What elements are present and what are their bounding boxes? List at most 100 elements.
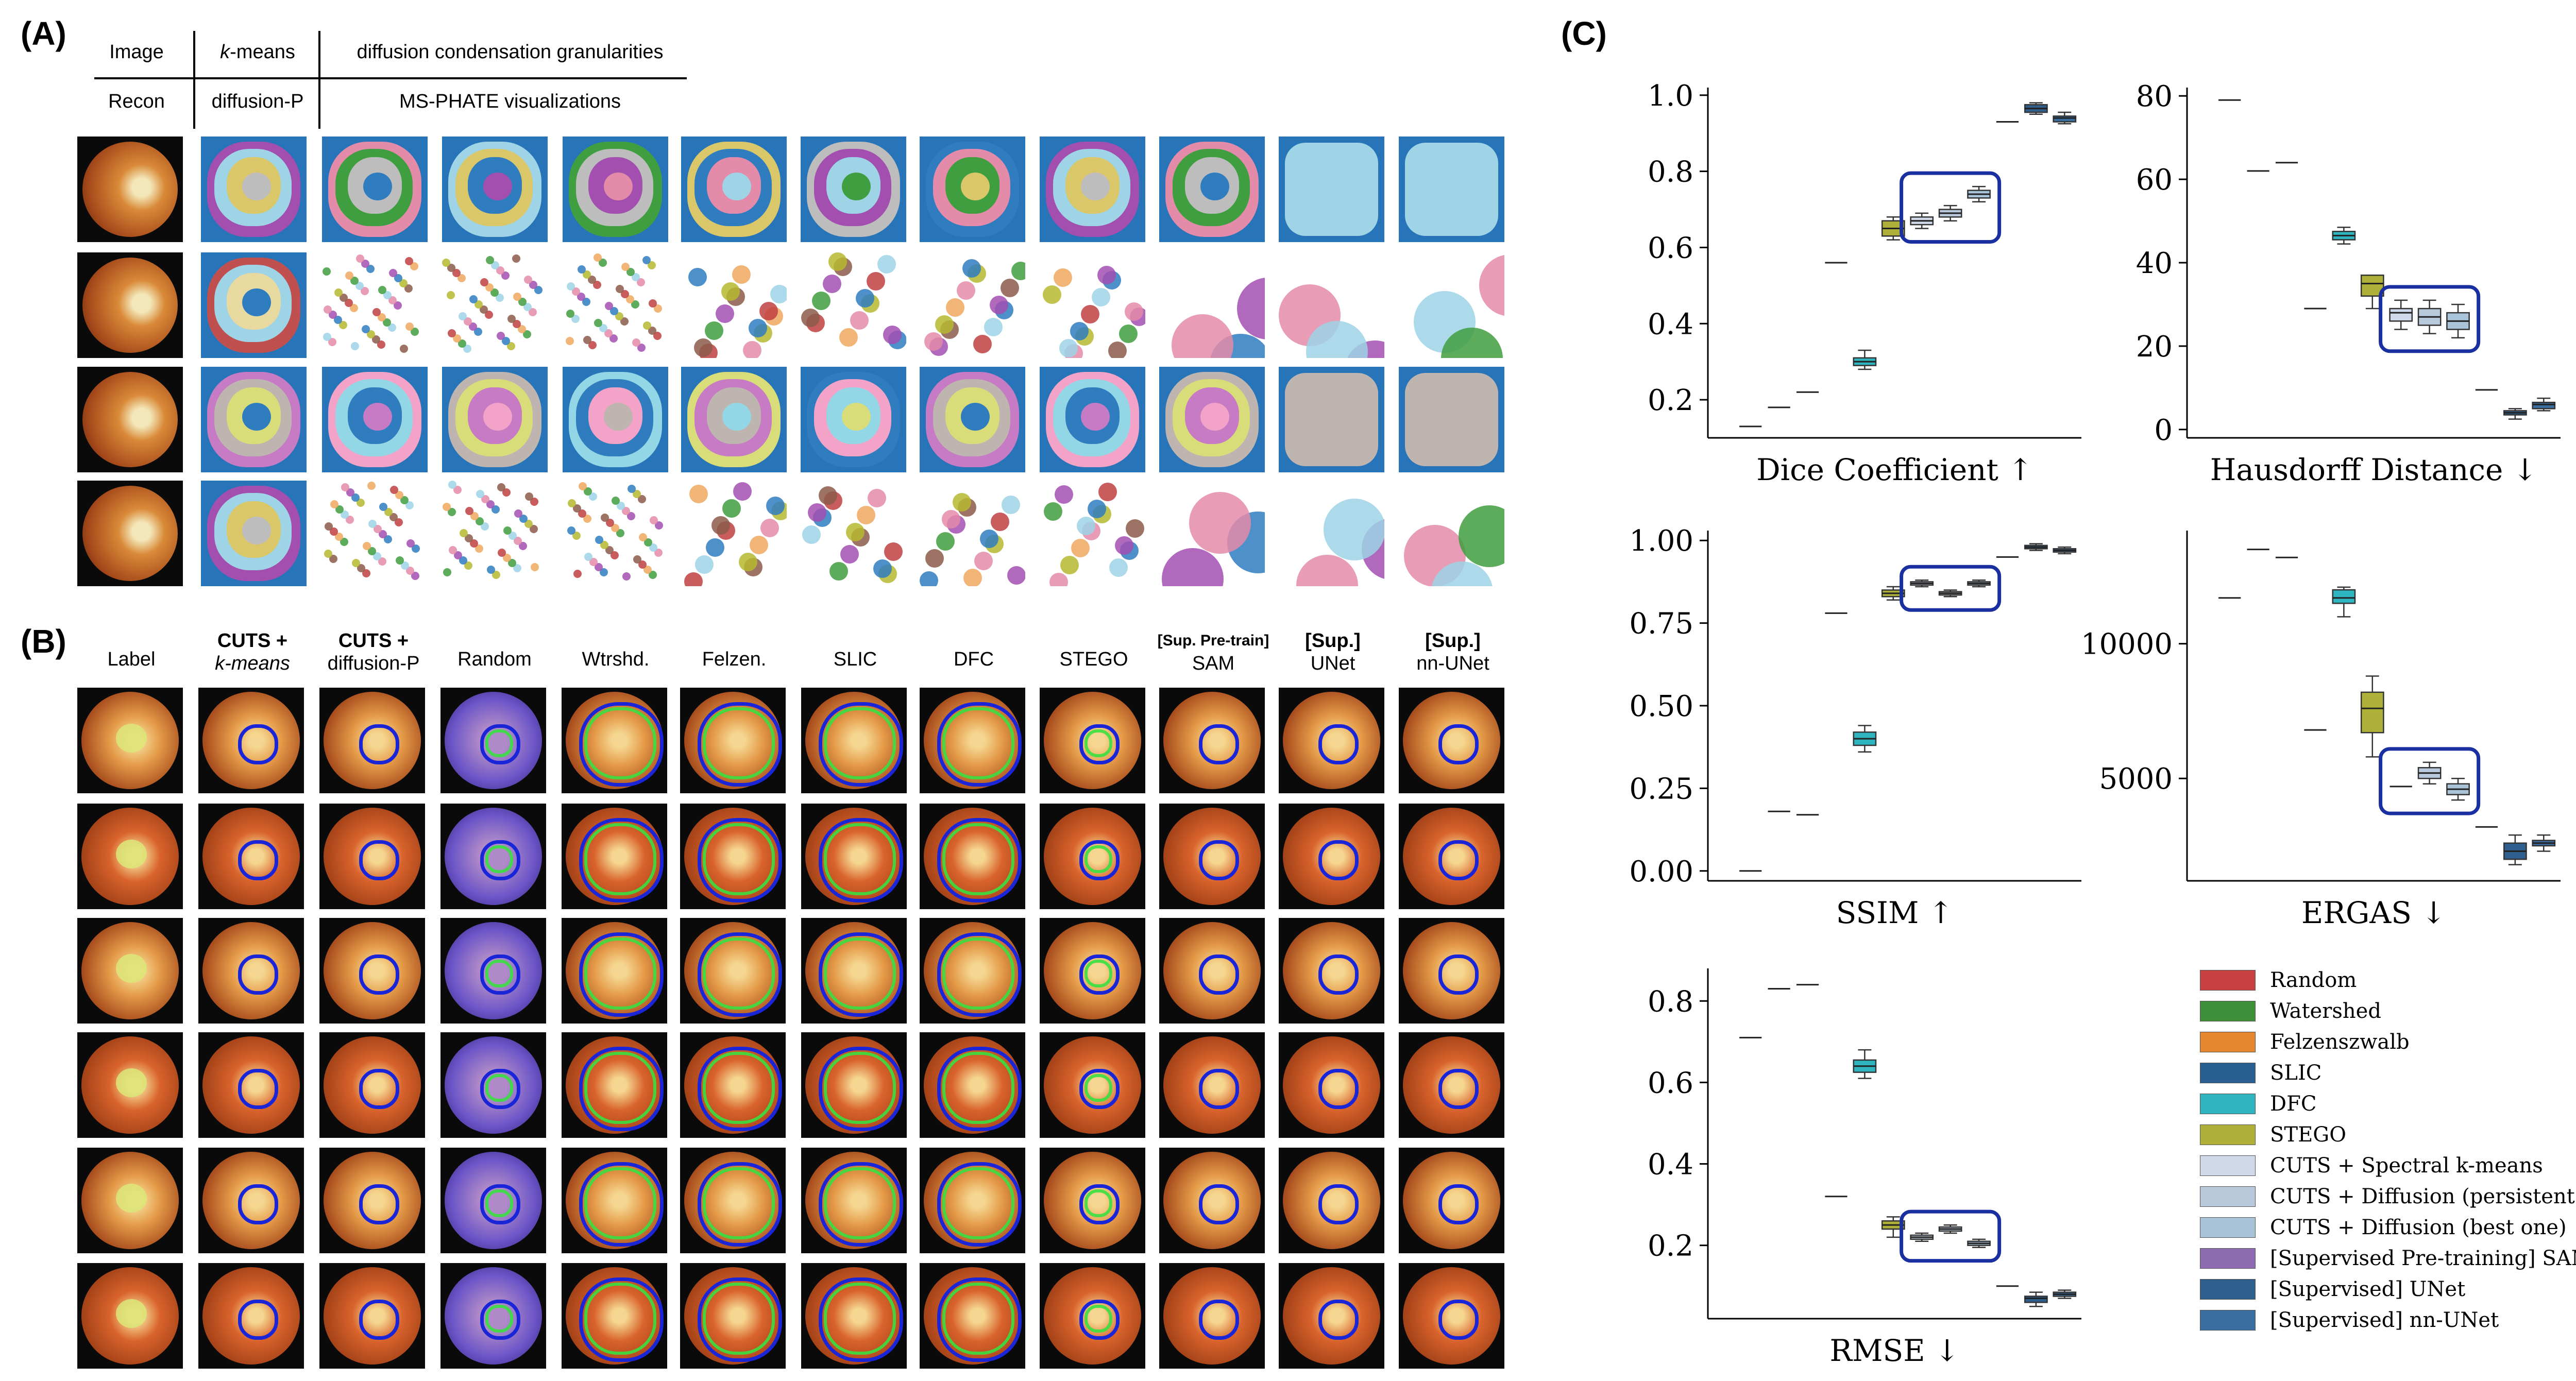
header-diffusion-p: diffusion-P <box>211 91 304 112</box>
segmentation-result <box>1399 1148 1504 1253</box>
diffusion-granularity-segmentation <box>681 367 787 472</box>
chart-title: Dice Coefficient ↑ <box>1756 452 2033 487</box>
segmentation-result <box>1159 918 1265 1024</box>
segmentation-result <box>1159 1032 1265 1138</box>
cuts-highlight-box <box>1900 1209 2002 1263</box>
legend-item: CUTS + Diffusion (best one) <box>2200 1216 2567 1239</box>
y-tick-label: 0.25 <box>1629 772 1693 806</box>
kmeans-segmentation <box>201 481 307 586</box>
diffusion-granularity-segmentation <box>1159 137 1265 242</box>
segmentation-result <box>198 804 304 909</box>
ms-phate-scatter <box>1279 252 1384 358</box>
cuts-highlight-box <box>2379 285 2481 353</box>
segmentation-result <box>198 1032 304 1138</box>
ms-phate-scatter <box>1040 481 1145 586</box>
segmentation-result <box>440 1263 546 1369</box>
header-kmeans-k: k <box>220 41 230 63</box>
diffusion-granularity-segmentation <box>1399 137 1504 242</box>
header-divider-horizontal <box>94 77 687 79</box>
legend-label: [Supervised Pre-training] SAM <box>2270 1247 2576 1270</box>
chart-title: SSIM ↑ <box>1836 895 1954 930</box>
column-header-line1: DFC <box>953 649 994 670</box>
recon-fundus-image <box>77 252 183 358</box>
segmentation-result <box>1279 1148 1384 1253</box>
legend-label: SLIC <box>2270 1061 2322 1085</box>
diffusion-granularity-segmentation <box>681 137 787 242</box>
chart-hausdorff-distance: 0 20 40 60 80 Hausdorff Distance ↓ <box>2136 80 2561 487</box>
y-tick-label: 0.2 <box>1648 384 1693 417</box>
ms-phate-scatter <box>1399 252 1504 358</box>
y-tick-label: 0.2 <box>1648 1230 1693 1263</box>
recon-fundus-image <box>77 367 183 472</box>
column-header-line1: Random <box>457 649 532 670</box>
segmentation-result <box>1040 1148 1145 1253</box>
segmentation-result <box>1040 1263 1145 1369</box>
segmentation-result <box>319 1148 425 1253</box>
legend-swatch <box>2200 1217 2256 1238</box>
legend-item: Felzenszwalb <box>2200 1030 2410 1054</box>
column-header-line1: Felzen. <box>702 649 767 670</box>
segmentation-result <box>1159 1148 1265 1253</box>
ms-phate-scatter <box>322 252 428 358</box>
segmentation-result <box>319 1032 425 1138</box>
legend-item: [Supervised Pre-training] SAM <box>2200 1247 2576 1270</box>
legend-label: CUTS + Spectral k-means <box>2270 1154 2543 1178</box>
box <box>2053 115 2077 123</box>
legend-label: [Supervised] nn-UNet <box>2270 1308 2499 1332</box>
legend-swatch <box>2200 1032 2256 1052</box>
kmeans-segmentation <box>201 367 307 472</box>
segmentation-result <box>1399 804 1504 909</box>
diffusion-granularity-segmentation <box>1279 367 1384 472</box>
label-fundus-image <box>77 1263 183 1369</box>
legend-swatch <box>2200 970 2256 991</box>
column-header-10: [Sup. Pre-train] SAM <box>1146 629 1280 675</box>
y-tick-label: 0.4 <box>1648 308 1693 341</box>
legend-label: Felzenszwalb <box>2270 1030 2410 1054</box>
legend-item: Watershed <box>2200 999 2381 1023</box>
y-tick-label: 5000 <box>2099 762 2173 796</box>
segmentation-result <box>1279 1263 1384 1369</box>
segmentation-result <box>1040 688 1145 793</box>
segmentation-result <box>562 688 667 793</box>
ms-phate-scatter <box>1040 252 1145 358</box>
y-tick-label: 20 <box>2136 330 2173 364</box>
y-tick-label: 10000 <box>2081 628 2173 661</box>
chart-title: ERGAS ↓ <box>2301 895 2446 930</box>
diffusion-granularity-segmentation <box>1040 137 1145 242</box>
segmentation-result <box>801 1148 907 1253</box>
diffusion-granularity-segmentation <box>801 137 906 242</box>
ms-phate-scatter <box>1159 481 1265 586</box>
segmentation-result <box>198 918 304 1024</box>
chart-dice-coefficient: 0.2 0.4 0.6 0.8 1.0 Dice Coefficient ↑ <box>1648 79 2081 487</box>
y-tick-label: 0.6 <box>1648 1066 1693 1100</box>
segmentation-result <box>198 1148 304 1253</box>
segmentation-result <box>1279 804 1384 909</box>
column-header-11: [Sup.] UNet <box>1266 629 1400 675</box>
segmentation-result <box>920 1032 1025 1138</box>
column-header-4: Random <box>428 648 562 671</box>
legend-swatch <box>2200 1310 2256 1331</box>
segmentation-result <box>440 918 546 1024</box>
segmentation-result <box>801 688 907 793</box>
chart-ssim: 0.00 0.25 0.50 0.75 1.00 SSIM ↑ <box>1629 524 2081 930</box>
column-header-line1: [Sup.] <box>1305 630 1361 652</box>
segmentation-result <box>440 1148 546 1253</box>
legend-label: CUTS + Diffusion (persistent) <box>2270 1185 2576 1208</box>
label-fundus-image <box>77 1148 183 1253</box>
column-header-line1: CUTS + <box>217 630 288 652</box>
segmentation-result <box>198 1263 304 1369</box>
y-tick-label: 0.8 <box>1648 985 1693 1018</box>
y-tick-label: 1.00 <box>1629 524 1693 558</box>
segmentation-result <box>920 1263 1025 1369</box>
segmentation-result <box>1279 918 1384 1024</box>
column-header-line1: Wtrshd. <box>582 649 650 670</box>
header-recon: Recon <box>108 91 165 112</box>
segmentation-result <box>319 688 425 793</box>
chart-title: RMSE ↓ <box>1829 1333 1959 1368</box>
box <box>2360 691 2384 734</box>
segmentation-result <box>1040 1032 1145 1138</box>
segmentation-result <box>562 804 667 909</box>
legend-item: CUTS + Diffusion (persistent) <box>2200 1185 2576 1208</box>
chart-title: Hausdorff Distance ↓ <box>2210 452 2538 487</box>
segmentation-result <box>562 1032 667 1138</box>
